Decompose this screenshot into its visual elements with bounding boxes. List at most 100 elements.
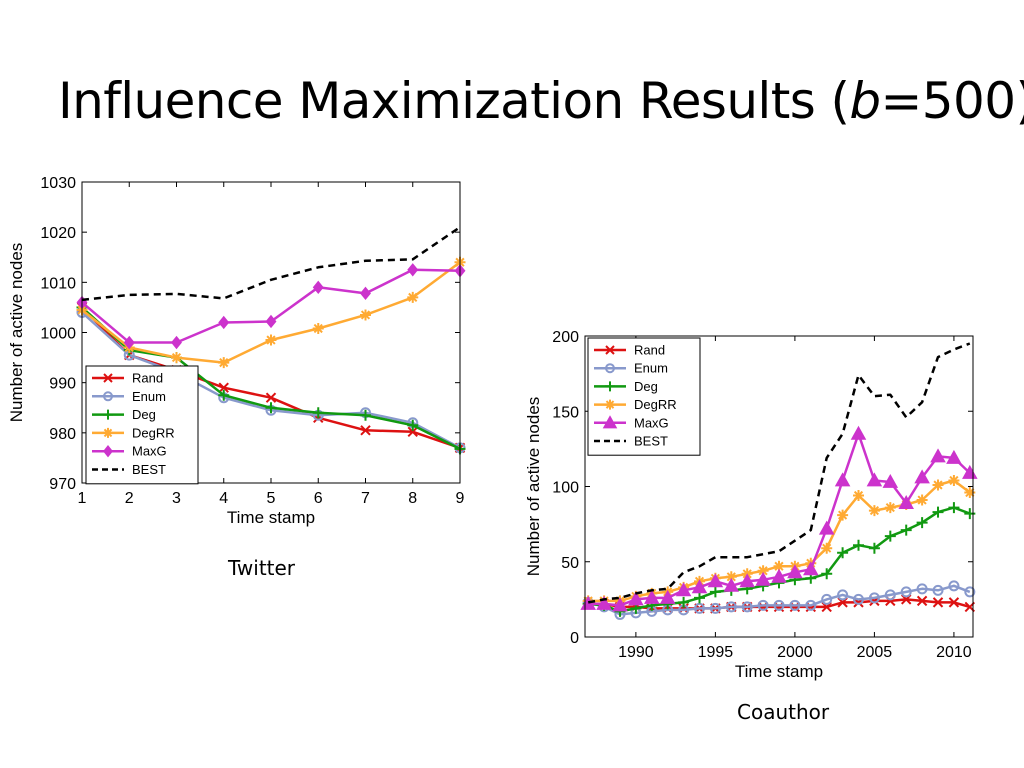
x-tick-label: 1995 (698, 644, 734, 661)
data-point-deg (312, 407, 324, 419)
series-degrr (76, 256, 466, 369)
data-point-enum (789, 599, 801, 611)
series-best (587, 342, 971, 604)
data-point-degrr (407, 291, 419, 303)
data-point-maxg (218, 315, 230, 330)
data-point-maxg (407, 263, 419, 277)
data-point-rand (218, 382, 229, 393)
data-point-maxg (866, 472, 883, 487)
x-tick-label: 6 (314, 490, 323, 507)
data-point-maxg (123, 335, 135, 350)
data-point-rand (265, 392, 277, 403)
data-point-deg (360, 409, 371, 421)
data-point-maxg (723, 577, 740, 592)
x-tick-label: 1 (78, 490, 87, 507)
x-tick-label: 3 (172, 490, 181, 507)
x-tick-label: 5 (267, 490, 276, 507)
data-point-maxg (171, 335, 182, 350)
legend-label-rand: Rand (132, 371, 163, 386)
legend-label-enum: Enum (132, 389, 166, 404)
coauthor-caption: Coauthor (737, 700, 830, 724)
series-maxg (76, 263, 466, 350)
y-tick-label: 0 (570, 630, 579, 647)
x-tick-label: 2000 (777, 644, 813, 661)
x-tick-label: 2010 (936, 644, 972, 661)
legend-box (85, 365, 199, 485)
data-point-maxg (628, 591, 644, 606)
series-line-best (587, 342, 971, 604)
data-point-maxg (914, 469, 930, 484)
legend-label-best: BEST (634, 434, 668, 449)
legend-marker-rand (103, 373, 113, 383)
data-point-deg (916, 517, 928, 529)
legend-marker-enum (103, 391, 113, 402)
data-point-maxg (675, 582, 692, 597)
legend-label-maxg: MaxG (634, 415, 669, 430)
data-point-maxg (360, 286, 371, 301)
y-tick-label: 50 (561, 555, 579, 572)
data-point-enum (757, 599, 769, 611)
legend-box (587, 337, 701, 456)
data-point-maxg (612, 597, 628, 612)
data-point-degrr (837, 509, 849, 521)
twitter-chart: 1 2 3 4 5 6 7 8 9 970 980 990 1000 1010 1020 1030 Time s… (7, 175, 466, 527)
x-tick-label: 1990 (618, 644, 654, 661)
series-best (81, 226, 461, 302)
data-point-enum (964, 586, 976, 598)
data-point-degrr (964, 487, 976, 499)
x-tick-label: 2005 (857, 644, 893, 661)
data-point-degrr (916, 494, 928, 506)
data-point-maxg (707, 573, 724, 588)
y-tick-label: 1030 (40, 175, 76, 192)
series-line-best (81, 226, 461, 302)
y-axis-label: Number of active nodes (524, 397, 543, 577)
data-point-enum (932, 584, 944, 596)
data-point-deg (932, 506, 944, 518)
data-point-deg (693, 592, 705, 604)
y-tick-label: 970 (49, 476, 76, 493)
data-point-enum (821, 593, 833, 605)
data-point-maxg (882, 473, 899, 488)
data-point-maxg (818, 520, 835, 535)
data-point-deg (218, 389, 230, 401)
data-point-maxg (771, 568, 787, 583)
legend-marker-deg (605, 381, 615, 392)
x-tick-label: 7 (361, 490, 370, 507)
data-point-deg (709, 586, 721, 598)
data-point-degrr (821, 542, 833, 554)
coauthor-chart: 1990 1995 2000 2005 2010 0 50 100 150 200 Time sta… (524, 329, 978, 681)
data-point-maxg (691, 579, 708, 594)
data-point-enum (916, 583, 928, 595)
data-point-maxg (834, 472, 851, 487)
legend-marker-degrr (103, 427, 113, 438)
series-line-enum (587, 584, 971, 616)
data-point-maxg (946, 449, 962, 464)
y-tick-label: 1010 (40, 275, 76, 292)
y-tick-label: 990 (49, 376, 76, 393)
data-point-maxg (850, 425, 867, 440)
data-point-deg (837, 547, 849, 559)
data-point-degrr (932, 479, 944, 491)
data-point-rand (360, 425, 371, 436)
series-line-degrr (81, 261, 461, 364)
x-tick-label: 4 (219, 490, 228, 507)
data-point-deg (964, 508, 976, 520)
data-point-deg (821, 568, 833, 580)
data-point-enum (853, 593, 865, 605)
data-point-rand (916, 595, 928, 607)
data-point-degrr (884, 502, 896, 514)
data-point-degrr (312, 322, 324, 334)
data-point-degrr (757, 565, 769, 577)
legend: Rand Enum Deg DegRR MaxG BEST (587, 337, 701, 456)
y-tick-label: 200 (552, 329, 579, 346)
data-point-enum (884, 589, 896, 601)
legend-marker-maxg (103, 444, 113, 458)
x-axis-label: Time stamp (227, 508, 315, 527)
data-point-deg (678, 596, 690, 608)
legend-marker-deg (103, 409, 113, 420)
legend-label-degrr: DegRR (132, 425, 175, 440)
legend-label-best: BEST (132, 462, 166, 477)
y-tick-label: 980 (49, 426, 76, 443)
twitter-caption: Twitter (228, 556, 296, 580)
data-point-degrr (868, 505, 880, 517)
